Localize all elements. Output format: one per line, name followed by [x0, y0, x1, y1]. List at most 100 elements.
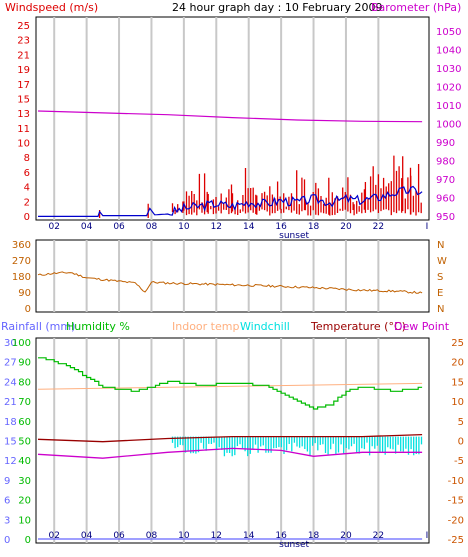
- legend-temperature: Temperature (°C): [310, 320, 406, 333]
- x-tick-label: 20: [340, 222, 352, 232]
- humidity-tick-label: 0: [25, 535, 31, 546]
- x-tick-label: 02: [48, 222, 59, 232]
- barometer-tick-label: 1040: [436, 46, 461, 57]
- x-tick-label: 06: [113, 222, 125, 232]
- compass-tick-label: N: [437, 304, 444, 315]
- wind-panel-frame: [35, 16, 430, 221]
- windspeed-tick-label: 2: [24, 197, 30, 208]
- rainfall-tick-label: 24: [4, 377, 17, 388]
- humidity-tick-label: 30: [18, 476, 31, 487]
- x-tick-label: 04: [81, 222, 93, 232]
- x-tick-label: 10: [178, 531, 190, 541]
- windchill-bars: [171, 436, 423, 457]
- dew-point-line: [37, 447, 423, 459]
- windspeed-tick-label: 25: [17, 21, 30, 32]
- windspeed-tick-label: 8: [24, 153, 30, 164]
- x-tick-label: 14: [243, 222, 255, 232]
- rainfall-tick-label: 3: [4, 515, 10, 526]
- barometer-tick-label: 970: [436, 175, 455, 186]
- tick-labels: 2523211917151311108642010501040103010201…: [4, 21, 464, 550]
- legend-humidity: Humidity %: [66, 320, 130, 333]
- rainfall-tick-label: 30: [4, 338, 17, 349]
- x-end-label: I: [426, 222, 429, 232]
- x-tick-label: 04: [81, 531, 93, 541]
- humidity-tick-label: 100: [12, 338, 31, 349]
- barometer-tick-label: 990: [436, 138, 455, 149]
- x-tick-label: 20: [340, 531, 352, 541]
- rainfall-tick-label: 18: [4, 417, 17, 428]
- windspeed-tick-label: 0: [24, 212, 30, 223]
- windspeed-tick-label: 13: [17, 109, 30, 120]
- temperature-tick-label: 15: [451, 377, 464, 388]
- temperature-line: [37, 433, 423, 443]
- chart-title: 24 hour graph day : 10 February 2009: [172, 1, 383, 14]
- direction-tick-label: 0: [25, 304, 31, 315]
- x-tick-label: 22: [373, 531, 384, 541]
- barometer-tick-label: 1050: [436, 27, 461, 38]
- temperature-tick-label: -10: [448, 476, 464, 487]
- barometer-line: [37, 110, 423, 123]
- temperature-tick-label: -5: [454, 456, 464, 467]
- compass-tick-label: S: [437, 272, 443, 283]
- humidity-tick-label: 80: [18, 377, 31, 388]
- barometer-tick-label: 950: [436, 212, 455, 223]
- rainfall-tick-label: 6: [4, 496, 10, 507]
- x-tick-label: 06: [113, 531, 125, 541]
- temperature-tick-label: 25: [451, 338, 464, 349]
- barometer-tick-label: 1030: [436, 64, 461, 75]
- windspeed-tick-label: 21: [17, 50, 30, 61]
- windspeed-tick-label: 23: [17, 36, 30, 47]
- humidity-tick-label: 10: [18, 515, 31, 526]
- humidity-tick-label: 60: [18, 417, 31, 428]
- x-tick-label: 12: [211, 222, 222, 232]
- barometer-tick-label: 1010: [436, 101, 461, 112]
- compass-tick-label: N: [437, 240, 444, 251]
- x-tick-label: 02: [48, 531, 59, 541]
- indoor-temp-line: [37, 382, 423, 390]
- windspeed-tick-label: 19: [17, 65, 30, 76]
- x-tick-label: 16: [275, 222, 287, 232]
- barometer-tick-label: 1000: [436, 120, 461, 131]
- rainfall-tick-label: 21: [4, 397, 17, 408]
- x-tick-label: 08: [146, 531, 158, 541]
- x-tick-label: 18: [308, 531, 320, 541]
- x-tick-label: 08: [146, 222, 158, 232]
- rainfall-tick-label: 0: [4, 535, 10, 546]
- humidity-tick-label: 90: [18, 358, 31, 369]
- x-tick-label: 16: [275, 531, 287, 541]
- legend-rainfall: Rainfall (mm): [1, 320, 75, 333]
- barometer-tick-label: 980: [436, 157, 455, 168]
- direction-tick-label: 270: [12, 256, 31, 267]
- wind-average-line: [38, 185, 423, 217]
- x-tick-label: 18: [308, 222, 320, 232]
- windspeed-tick-label: 10: [17, 139, 30, 150]
- windspeed-tick-label: 15: [17, 94, 30, 105]
- sunset-label: sunset: [279, 231, 309, 241]
- barometer-tick-label: 960: [436, 194, 455, 205]
- humidity-tick-label: 40: [18, 456, 31, 467]
- x-tick-label: 14: [243, 531, 255, 541]
- temperature-tick-label: -20: [448, 515, 464, 526]
- direction-tick-label: 360: [12, 240, 31, 251]
- direction-tick-label: 90: [18, 288, 31, 299]
- rainfall-tick-label: 15: [4, 437, 17, 448]
- humidity-line: [38, 357, 423, 410]
- windspeed-tick-label: 4: [24, 183, 30, 194]
- rainfall-tick-label: 12: [4, 456, 17, 467]
- windspeed-tick-label: 6: [24, 168, 30, 179]
- humidity-tick-label: 70: [18, 397, 31, 408]
- temperature-tick-label: 0: [458, 437, 464, 448]
- legend-dew-point: Dew Point: [394, 320, 450, 333]
- windspeed-axis-title: Windspeed (m/s): [5, 1, 98, 14]
- x-tick-label: 10: [178, 222, 190, 232]
- x-tick-label: 12: [211, 531, 222, 541]
- rainfall-tick-label: 27: [4, 358, 17, 369]
- wind-direction-line: [37, 271, 423, 294]
- temperature-tick-label: 20: [451, 358, 464, 369]
- series: [37, 110, 423, 540]
- barometer-tick-label: 1020: [436, 83, 461, 94]
- legend-indoor-temp: Indoor temp: [172, 320, 239, 333]
- compass-tick-label: E: [437, 288, 443, 299]
- humidity-tick-label: 20: [18, 496, 31, 507]
